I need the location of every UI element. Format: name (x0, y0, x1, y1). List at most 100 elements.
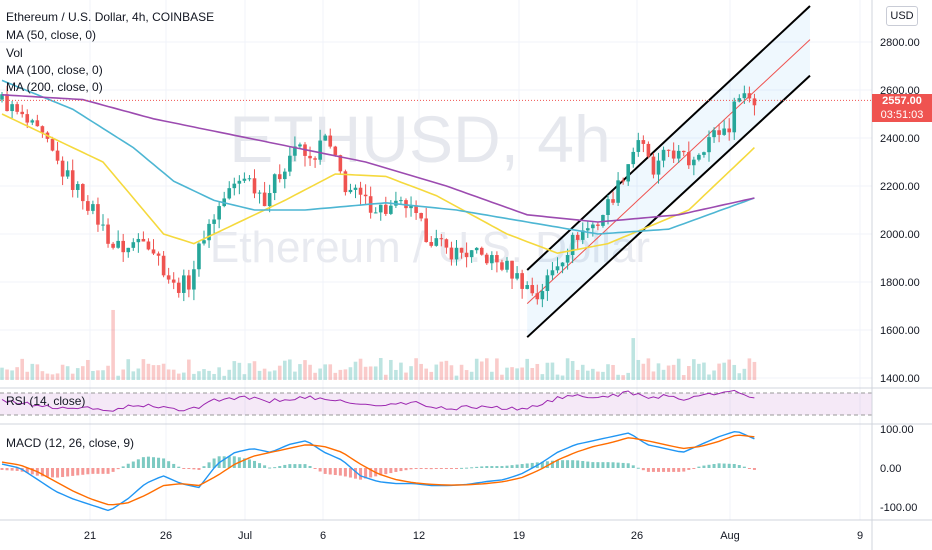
volume-bar (30, 363, 35, 380)
macd-histogram-bar (76, 468, 80, 476)
candle-body (146, 241, 151, 250)
volume-bar (35, 364, 40, 380)
volume-bar (545, 362, 550, 380)
candle-body (752, 98, 757, 106)
price-axis-label: 2400.00 (880, 133, 920, 145)
legend-ma50[interactable]: MA (50, close, 0) (6, 28, 97, 42)
channel-upper-line (526, 5, 811, 271)
macd-histogram-bar (687, 468, 691, 470)
candle-body (485, 254, 489, 264)
candle-body (96, 204, 100, 225)
volume-bar (298, 364, 302, 380)
candle-body (363, 194, 368, 197)
macd-histogram-bar (571, 460, 575, 468)
legend-rsi[interactable]: RSI (14, close) (6, 394, 86, 408)
ma-50-line (1, 113, 755, 255)
candle-body (323, 135, 327, 141)
volume-bar (555, 374, 560, 380)
macd-histogram-bar (480, 466, 484, 468)
macd-histogram-bar (460, 467, 464, 469)
candle-body (419, 213, 423, 219)
legend-ma100[interactable]: MA (100, close, 0) (6, 63, 103, 77)
macd-histogram-bar (288, 464, 292, 468)
macd-histogram-bar (242, 458, 246, 468)
volume-bar (616, 374, 620, 380)
candle-body (267, 193, 272, 207)
candle-body (247, 178, 252, 180)
macd-histogram-bar (505, 465, 509, 468)
volume-bar (207, 370, 211, 380)
candles (0, 85, 757, 308)
volume-bar (156, 365, 161, 380)
volume-bar (722, 362, 726, 380)
candle-body (151, 249, 156, 254)
legend-volume[interactable]: Vol (6, 46, 23, 60)
candle-body (272, 174, 277, 194)
volume-bar (591, 368, 595, 380)
macd-histogram-bar (258, 463, 262, 468)
volume-bar (182, 372, 186, 380)
macd-histogram-bar (116, 468, 120, 470)
price-axis-label: 2000.00 (880, 229, 920, 241)
candle-body (298, 144, 302, 147)
candle-body (575, 234, 580, 240)
volume-bar (197, 371, 201, 380)
candle-body (414, 205, 418, 214)
candle-body (742, 93, 747, 99)
legend-ma200[interactable]: MA (200, close, 0) (6, 80, 103, 94)
volume-bar (661, 369, 666, 380)
macd-histogram-bar (566, 460, 570, 468)
volume-bar (348, 367, 353, 380)
volume-bar (575, 369, 580, 380)
volume-bar (222, 375, 226, 380)
candle-body (277, 174, 282, 180)
candle-body (343, 171, 348, 193)
macd-histogram-bar (293, 464, 297, 468)
candle-body (318, 140, 322, 160)
volume-bar (75, 368, 80, 380)
legend-macd[interactable]: MACD (12, 26, close, 9) (6, 436, 135, 450)
macd-histogram-bar (136, 459, 140, 468)
macd-histogram-bar (389, 468, 393, 474)
candle-body (434, 238, 439, 246)
candle-body (161, 255, 166, 276)
volume-bar (449, 365, 454, 380)
candle-body (490, 255, 494, 264)
candle-body (212, 219, 216, 224)
candle-body (232, 183, 237, 189)
currency-button[interactable]: USD (886, 6, 918, 26)
volume-bar (151, 365, 156, 380)
volume-bar (712, 370, 716, 380)
volume-bar (732, 364, 737, 380)
macd-histogram-bar (409, 468, 413, 470)
candle-body (328, 135, 333, 147)
volume-bar (5, 369, 9, 380)
macd-histogram-bar (576, 460, 580, 468)
macd-histogram-bar (96, 468, 100, 474)
volume-bar (601, 371, 605, 380)
volume-bar (111, 309, 115, 380)
price-axis-label: 2800.00 (880, 37, 920, 49)
macd-histogram-bar (61, 468, 65, 478)
volume-bar (202, 369, 206, 380)
macd-histogram-bar (702, 465, 706, 468)
volume-bar (540, 374, 545, 380)
macd-histogram-bar (354, 468, 357, 479)
volume-bar (60, 364, 65, 380)
macd-histogram-bar (722, 463, 726, 468)
volume-bar (641, 363, 646, 380)
volume-bar (247, 363, 252, 380)
candle-body (197, 243, 201, 270)
candle-body (182, 275, 186, 293)
macd-histogram-bar (465, 467, 469, 469)
volume-bar (106, 365, 110, 380)
macd-histogram-bar (131, 461, 135, 468)
candle-body (121, 240, 125, 253)
candle-body (671, 150, 676, 159)
macd-axis-label: 100.00 (880, 424, 914, 436)
time-axis-label: 12 (413, 530, 425, 542)
macd-histogram-bar (56, 468, 60, 478)
volume-bar (429, 371, 434, 380)
candle-body (560, 262, 565, 267)
macd-histogram-bar (651, 468, 655, 472)
